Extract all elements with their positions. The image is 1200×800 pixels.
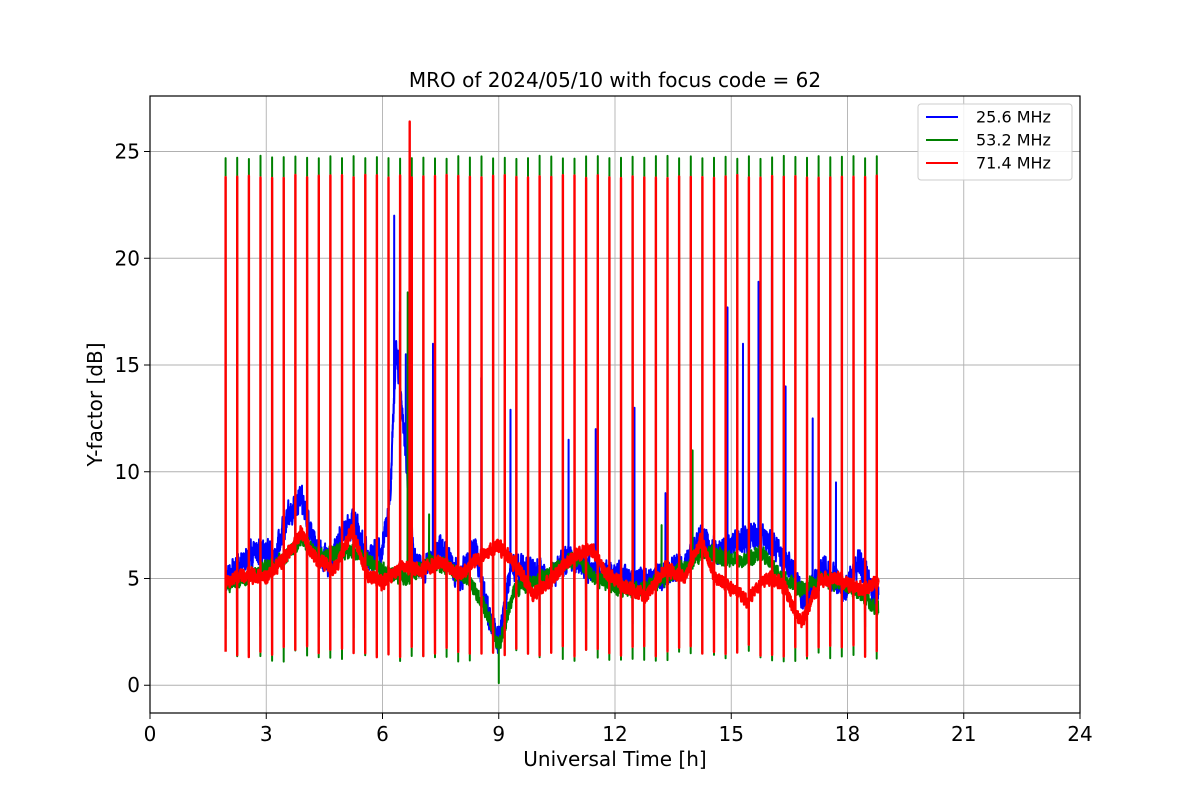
x-tick-label: 9 [492,722,505,746]
legend-label: 25.6 MHz [976,108,1051,127]
x-tick-label: 21 [951,722,976,746]
legend-label: 53.2 MHz [976,131,1051,150]
x-tick-label: 18 [835,722,860,746]
legend-box [917,103,1073,181]
y-tick-label: 25 [115,140,140,164]
legend: 25.6 MHz 53.2 MHz 71.4 MHz [917,103,1073,181]
legend-label: 71.4 MHz [976,154,1051,173]
y-tick-label: 15 [115,353,140,377]
x-tick-label: 6 [376,722,389,746]
y-tick-label: 0 [127,673,140,697]
y-tick-label: 20 [115,246,140,270]
x-tick-label: 0 [144,722,157,746]
y-tick-label: 5 [127,566,140,590]
x-tick-label: 15 [719,722,744,746]
y-axis-label: Y-factor [dB] [83,342,107,467]
x-tick-label: 12 [602,722,627,746]
ticks: 0 3 6 9 12 15 18 21 24 0 5 10 15 20 25 [115,140,1093,746]
y-tick-label: 10 [115,460,140,484]
x-tick-label: 24 [1067,722,1092,746]
chart-title: MRO of 2024/05/10 with focus code = 62 [409,68,821,92]
series-layer [224,120,880,685]
x-axis-label: Universal Time [h] [523,747,706,771]
x-tick-label: 3 [260,722,273,746]
series-line-71-4-mhz [224,120,880,659]
